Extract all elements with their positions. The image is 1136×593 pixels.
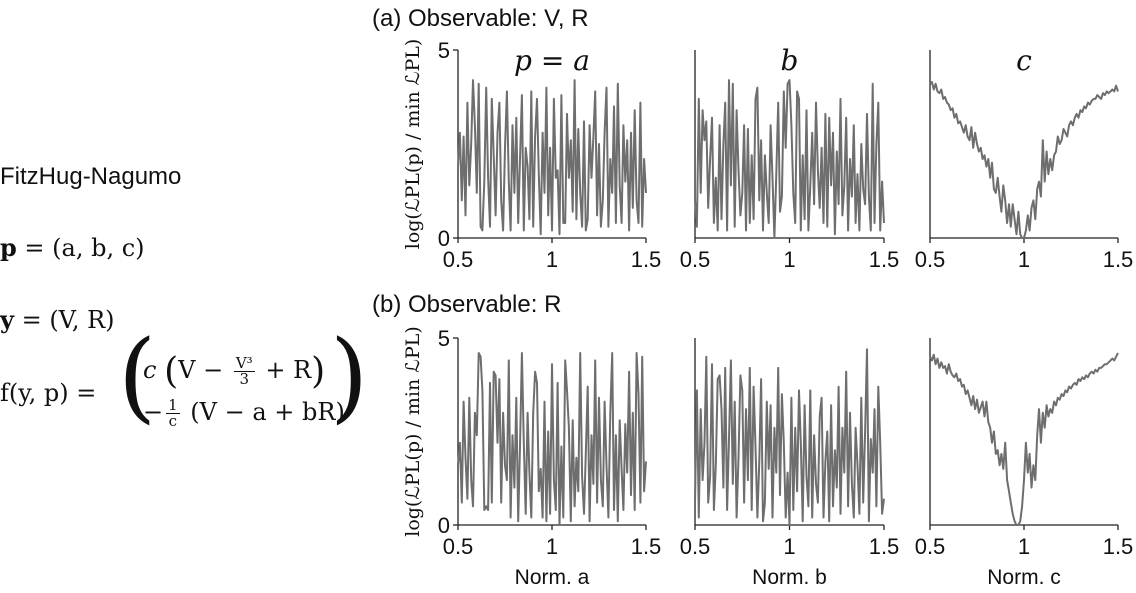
eq-f-row2: −1 c (V − a + bR)	[143, 398, 345, 429]
row1-fraction: V³ 3	[233, 354, 255, 388]
matrix-right-paren: )	[330, 320, 369, 434]
eq-y-rhs: = (V, R)	[13, 306, 115, 334]
equation-observables: y = (V, R)	[0, 305, 115, 334]
y-tick-label: 5	[438, 38, 450, 63]
row-title-1: (a) Observable: V, R	[372, 5, 589, 32]
series-line-r1-c	[929, 81, 1119, 239]
series-line-r2-c	[929, 352, 1119, 526]
series-line-r2-a	[457, 352, 647, 526]
y-tick-label: 0	[438, 226, 450, 251]
y-axis-label-row-2: log(ℒPL(p) / min ℒPL)	[402, 326, 424, 537]
model-description: FitzHug-Nagumo p = (a, b, c) y = (V, R) …	[0, 0, 370, 593]
model-name: FitzHug-Nagumo	[0, 163, 182, 190]
x-tick-label: 0.5	[680, 247, 711, 272]
matrix-left-paren: (	[118, 320, 157, 434]
x-tick-label: 1	[783, 534, 795, 559]
eq-y-lhs: y	[0, 305, 14, 334]
x-tick-label: 1.5	[1103, 247, 1134, 272]
x-tick-label: 0.5	[443, 534, 474, 559]
x-tick-label: 1.5	[1103, 534, 1134, 559]
eq-p-lhs: p	[0, 233, 17, 262]
x-tick-label: 0.5	[443, 247, 474, 272]
row1-pre: c	[143, 356, 157, 384]
x-tick-label: 1	[1018, 247, 1030, 272]
x-tick-label: 1.5	[869, 247, 900, 272]
series-line-r1-a	[457, 79, 647, 236]
equation-parameters: p = (a, b, c)	[0, 233, 145, 262]
x-tick-label: 1	[546, 247, 558, 272]
row1-inner-b: + R	[257, 356, 312, 384]
row2-inner: (V − a + bR)	[190, 398, 345, 426]
x-axis-label-a: Norm. a	[515, 566, 590, 589]
y-tick-label: 5	[438, 326, 450, 351]
series-line-r1-b	[694, 79, 885, 239]
eq-p-rhs: = (a, b, c)	[16, 234, 145, 262]
x-tick-label: 0.5	[680, 534, 711, 559]
column-title-b: b	[781, 44, 799, 77]
column-title-c: c	[1016, 44, 1032, 77]
x-tick-label: 1.5	[631, 534, 662, 559]
x-tick-label: 0.5	[915, 534, 946, 559]
row1-inner-a: V −	[178, 356, 231, 384]
x-tick-label: 1	[1018, 534, 1030, 559]
y-tick-label: 0	[438, 513, 450, 538]
series-line-r2-b	[694, 348, 885, 526]
x-tick-label: 1.5	[631, 247, 662, 272]
x-tick-label: 1	[783, 247, 795, 272]
eq-f-row1: c (V − V³ 3 + R)	[143, 351, 326, 392]
row-title-2: (b) Observable: R	[372, 291, 561, 318]
x-axis-label-b: Norm. b	[752, 566, 827, 589]
x-tick-label: 0.5	[915, 247, 946, 272]
eq-f-lhs: f(y, p) =	[0, 379, 97, 407]
x-axis-label-c: Norm. c	[987, 566, 1061, 589]
x-tick-label: 1.5	[869, 534, 900, 559]
y-axis-label-row-1: log(ℒPL(p) / min ℒPL)	[402, 39, 424, 250]
x-tick-label: 1	[546, 534, 558, 559]
column-title-a: p = a	[514, 44, 590, 77]
row2-pre: −	[143, 398, 164, 426]
